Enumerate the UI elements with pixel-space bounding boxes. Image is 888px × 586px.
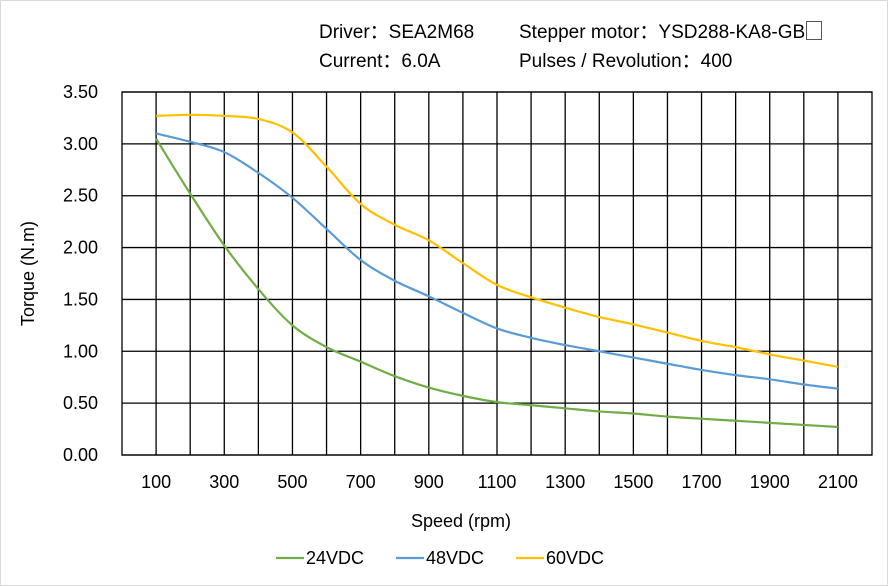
x-tick-label: 2100 (818, 472, 858, 492)
x-tick-label: 1300 (545, 472, 585, 492)
y-tick-label: 3.00 (63, 134, 98, 154)
series-line-48vdc (155, 132, 839, 390)
x-tick-label: 900 (414, 472, 444, 492)
y-tick-label: 0.00 (63, 445, 98, 465)
motor-text: Stepper motor：YSD288-KA8-GB (519, 22, 806, 43)
legend-label: 24VDC (306, 548, 364, 568)
pulses-label: Pulses / Revolution：400 (519, 51, 733, 72)
y-tick-label: 2.50 (63, 186, 98, 206)
x-tick-label: 700 (346, 472, 376, 492)
y-tick-label: 2.00 (63, 238, 98, 258)
driver-label: Driver：SEA2M68 (319, 22, 475, 43)
y-tick-label: 3.50 (63, 82, 98, 102)
y-tick-label: 1.00 (63, 341, 98, 361)
legend-label: 48VDC (426, 548, 484, 568)
series-line-24vdc (155, 138, 838, 429)
x-tick-label: 100 (141, 472, 171, 492)
series-line-60vdc (156, 113, 839, 368)
x-axis-title: Speed (rpm) (411, 511, 511, 531)
x-tick-label: 300 (209, 472, 239, 492)
x-tick-label: 1900 (750, 472, 790, 492)
x-tick-label: 1100 (478, 472, 517, 492)
legend-label: 60VDC (546, 548, 604, 568)
x-tick-label: 1500 (613, 472, 653, 492)
plot-border (121, 91, 873, 456)
motor-label: Stepper motor：YSD288-KA8-GB (519, 17, 823, 44)
current-label: Current：6.0A (319, 51, 441, 72)
y-axis-title: Torque (N.m) (18, 221, 38, 326)
x-tick-label: 500 (277, 472, 307, 492)
y-tick-label: 0.50 (63, 393, 98, 413)
missing-glyph-box (806, 21, 823, 40)
x-tick-label: 1700 (682, 472, 722, 492)
y-tick-label: 1.50 (63, 289, 98, 309)
